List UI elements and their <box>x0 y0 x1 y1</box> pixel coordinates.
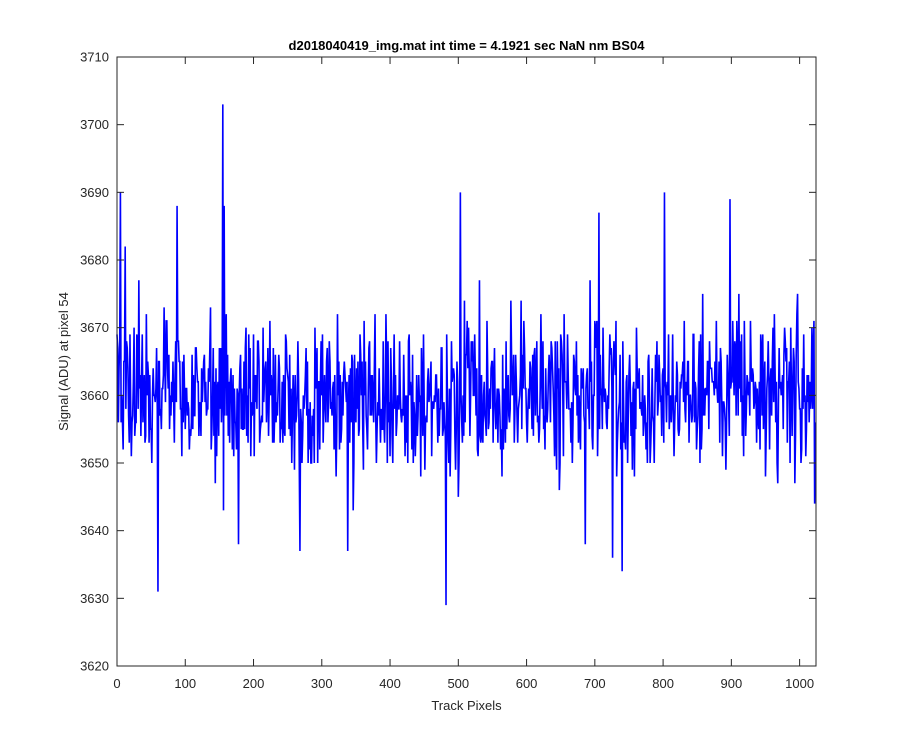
x-tick-label: 300 <box>311 676 333 691</box>
y-axis-label: Signal (ADU) at pixel 54 <box>56 292 71 431</box>
x-tick-label: 700 <box>584 676 606 691</box>
plot-area: 0 100 200 300 400 500 600 700 800 900 1000 3620 363… <box>80 50 817 691</box>
chart-title: d2018040419_img.mat int time = 4.1921 se… <box>289 38 646 53</box>
y-tick-label: 3660 <box>80 388 109 403</box>
y-tick-label: 3670 <box>80 320 109 335</box>
y-tick-label: 3700 <box>80 117 109 132</box>
x-tick-label: 200 <box>243 676 265 691</box>
series-layer <box>116 104 817 606</box>
y-axis-ticks: 3620 3630 3640 3650 3660 3670 3680 3690 3700 3710 <box>80 50 816 674</box>
x-tick-label: 600 <box>516 676 538 691</box>
x-tick-label: 100 <box>174 676 196 691</box>
y-tick-label: 3640 <box>80 523 109 538</box>
series-line <box>116 104 817 606</box>
y-tick-label: 3650 <box>80 456 109 471</box>
x-tick-label: 900 <box>721 676 743 691</box>
y-tick-label: 3630 <box>80 591 109 606</box>
x-tick-label: 400 <box>379 676 401 691</box>
y-tick-label: 3620 <box>80 659 109 674</box>
y-tick-label: 3710 <box>80 50 109 65</box>
x-tick-label: 1000 <box>785 676 814 691</box>
x-tick-label: 500 <box>447 676 469 691</box>
y-tick-label: 3690 <box>80 185 109 200</box>
x-tick-label: 800 <box>652 676 674 691</box>
axes-box <box>116 56 817 667</box>
x-axis-ticks: 0 100 200 300 400 500 600 700 800 900 1000 <box>113 57 814 691</box>
x-axis-label: Track Pixels <box>431 698 502 713</box>
y-tick-label: 3680 <box>80 253 109 268</box>
x-tick-label: 0 <box>113 676 120 691</box>
